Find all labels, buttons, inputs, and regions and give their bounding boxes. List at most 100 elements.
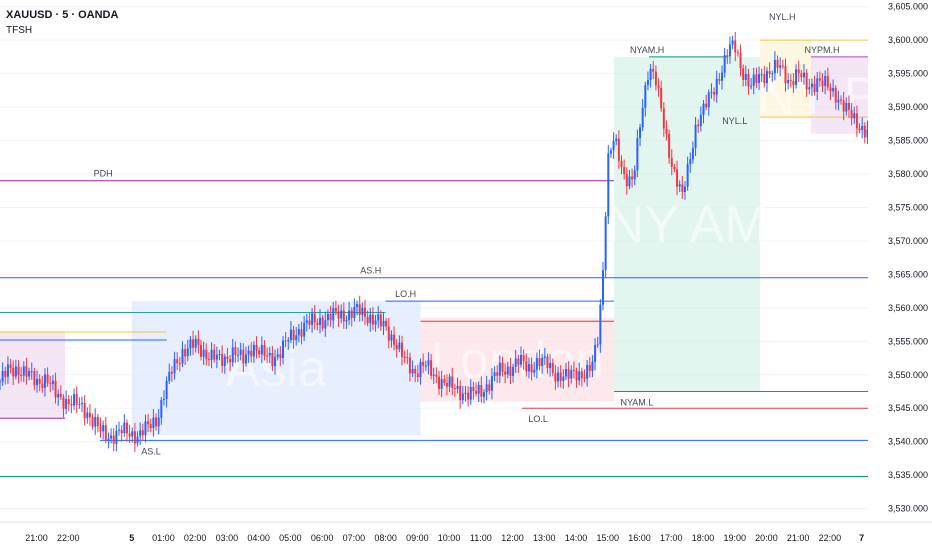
candle-body: [789, 80, 792, 82]
price-tick-label: 3,600.000: [888, 35, 928, 45]
candle-body: [173, 359, 176, 374]
candle-body: [654, 71, 657, 86]
candle-body: [207, 359, 210, 361]
candle-body: [136, 436, 139, 444]
candle-body: [631, 176, 634, 180]
time-tick-label: 15:00: [596, 533, 619, 543]
candle-body: [453, 387, 456, 389]
candle-body: [467, 392, 470, 400]
time-tick-label: 10:00: [438, 533, 461, 543]
time-tick-label: 11:00: [470, 533, 492, 543]
candle-body: [586, 365, 589, 379]
candle-body: [215, 354, 218, 360]
candle-body: [382, 320, 385, 327]
price-tick-label: 3,580.000: [888, 169, 928, 179]
candle-body: [858, 128, 861, 131]
candle-body: [194, 338, 197, 348]
candle-body: [118, 429, 121, 431]
candle-body: [594, 344, 597, 362]
candle-body: [816, 78, 819, 92]
candle-body: [435, 374, 438, 377]
candle-body: [773, 59, 776, 74]
candle-body: [160, 399, 163, 418]
candle-body: [509, 366, 512, 376]
price-axis[interactable]: 3,530.000 3,535.000 3,540.000 3,545.000 3,55…: [868, 0, 932, 550]
candle-body: [353, 307, 356, 318]
candle-body: [342, 310, 345, 322]
candle-body: [485, 384, 488, 393]
candle-body: [728, 44, 731, 57]
candle-body: [810, 83, 813, 88]
candle-body: [599, 304, 602, 345]
time-tick-label: 02:00: [184, 533, 207, 543]
candle-body: [554, 373, 557, 382]
candle-body: [739, 53, 742, 69]
price-tick-label: 3,575.000: [888, 202, 928, 212]
candle-body: [369, 314, 372, 324]
time-tick-label: 18:00: [692, 533, 715, 543]
candle-body: [247, 350, 250, 355]
candle-body: [329, 313, 332, 321]
candle-body: [570, 370, 573, 379]
time-axis[interactable]: 21:00 22:00 5 01:00 02:00 03:00 04:00 05:00 06:0…: [0, 521, 932, 550]
candle-body: [83, 403, 86, 419]
candle-body: [787, 80, 790, 84]
candle-body: [33, 371, 36, 386]
candle-body: [242, 349, 245, 364]
candle-body: [612, 141, 615, 151]
candle-body: [65, 399, 68, 409]
candle-body: [284, 340, 287, 342]
candle-body: [197, 338, 200, 345]
time-tick-label: 5: [129, 533, 134, 543]
time-tick-label: 08:00: [374, 533, 397, 543]
candle-body: [408, 357, 411, 374]
price-tick-label: 3,590.000: [888, 102, 928, 112]
candle-body: [162, 398, 165, 400]
candle-body: [829, 87, 832, 92]
candle-body: [564, 369, 567, 377]
candle-body: [398, 342, 401, 350]
candle-body: [321, 317, 324, 329]
indicator-name[interactable]: TFSH: [6, 25, 33, 36]
candle-body: [57, 393, 60, 398]
session-watermark-london: London: [431, 332, 605, 390]
candle-body: [707, 92, 710, 108]
candle-body: [694, 124, 697, 149]
candle-body: [448, 376, 451, 387]
candle-body: [641, 107, 644, 128]
session-box-ny-am: [614, 56, 761, 392]
candle-body: [784, 66, 787, 84]
candle-body: [125, 422, 128, 434]
candle-body: [721, 72, 724, 81]
candle-body: [38, 379, 41, 384]
candle-body: [205, 349, 208, 360]
candle-body: [662, 108, 665, 129]
candle-body: [358, 304, 361, 316]
candle-body: [445, 382, 448, 387]
candle-body: [617, 138, 620, 161]
candle-body: [710, 91, 713, 93]
candle-body: [115, 430, 118, 444]
candle-body: [490, 376, 493, 391]
symbol-title[interactable]: XAUUSD · 5 · OANDA: [6, 9, 119, 21]
candle-body: [221, 354, 224, 366]
candle-body: [668, 133, 671, 158]
candle-body: [546, 356, 549, 369]
candle-body: [292, 329, 295, 341]
candle-body: [422, 362, 425, 366]
candle-body: [22, 366, 25, 376]
candle-body: [440, 379, 443, 389]
candle-body: [760, 74, 763, 76]
candle-body: [258, 350, 261, 355]
price-tick-label: 3,595.000: [888, 69, 928, 79]
candle-body: [266, 355, 269, 357]
candle-body: [210, 349, 213, 360]
candle-body: [295, 335, 298, 341]
candle-body: [535, 358, 538, 370]
candle-body: [366, 316, 369, 324]
candle-body: [311, 313, 314, 325]
price-tick-label: 3,565.000: [888, 269, 928, 279]
candle-body: [350, 310, 353, 318]
candle-body: [797, 69, 800, 74]
